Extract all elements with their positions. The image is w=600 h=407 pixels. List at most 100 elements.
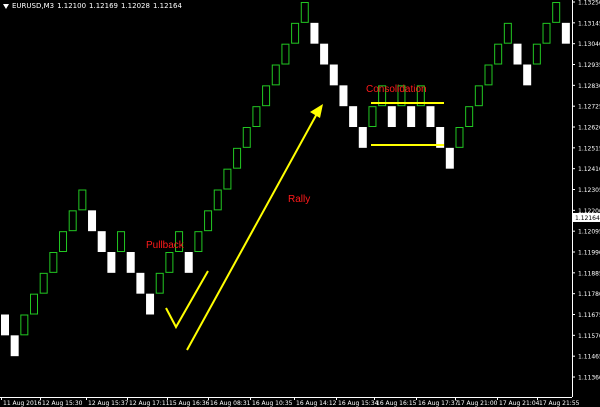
- bear-brick: [88, 210, 97, 232]
- bear-brick: [329, 64, 338, 86]
- x-tick-label: 16 Aug 16:15: [376, 400, 417, 407]
- bear-brick: [339, 85, 348, 107]
- consolidation-label: Consolidation: [366, 84, 427, 95]
- bear-brick: [10, 335, 19, 357]
- pullback-arrow-line: [165, 270, 209, 330]
- current-price-label: 1.12164: [575, 215, 600, 222]
- y-tick-label: 1.12515: [578, 145, 600, 152]
- bull-brick: [281, 43, 290, 65]
- bull-brick: [194, 231, 203, 253]
- bear-brick: [561, 22, 570, 44]
- bear-brick: [126, 252, 135, 273]
- annotation-layer: Pullback Rally Consolidation: [146, 84, 444, 351]
- y-tick-label: 1.13145: [578, 20, 600, 27]
- bull-brick: [39, 272, 48, 294]
- x-tick-label: 16 Aug 17:37: [418, 400, 459, 407]
- bull-brick: [59, 231, 68, 253]
- x-tick-label: 12 Aug 15:37: [88, 400, 129, 407]
- x-tick-label: 12 Aug 15:30: [42, 400, 83, 407]
- bull-brick: [368, 106, 377, 128]
- bull-brick: [165, 252, 174, 273]
- y-tick-label: 1.12305: [578, 187, 600, 194]
- bear-brick: [184, 252, 193, 273]
- bull-brick: [378, 85, 387, 107]
- bear-brick: [523, 64, 532, 86]
- ohlc-close: 1.12164: [152, 2, 182, 10]
- x-tick-label: 12 Aug 17:11: [129, 400, 170, 407]
- bear-brick: [387, 106, 396, 128]
- rally-arrow-line: [186, 109, 320, 351]
- rally-arrowhead-icon: [310, 104, 323, 118]
- bull-brick: [474, 85, 483, 107]
- ohlc-low: 1.12028: [121, 2, 150, 10]
- bear-brick: [1, 314, 9, 336]
- bull-brick: [552, 2, 561, 23]
- current-price-marker: [573, 212, 600, 222]
- bull-brick: [252, 106, 261, 128]
- brick-layer: [1, 2, 570, 357]
- bear-brick: [513, 43, 522, 65]
- bull-brick: [155, 272, 164, 294]
- bull-brick: [416, 85, 425, 107]
- bull-brick: [20, 314, 29, 336]
- x-tick-label: 15 Aug 16:36: [169, 400, 210, 407]
- y-tick-label: 1.12200: [578, 208, 600, 215]
- bear-brick: [358, 127, 367, 148]
- bull-brick: [455, 127, 464, 148]
- bull-brick: [175, 231, 184, 253]
- bear-brick: [107, 252, 116, 273]
- bull-brick: [49, 252, 58, 273]
- x-tick-label: 16 Aug 14:12: [296, 400, 337, 407]
- ohlc-open: 1.12100: [57, 2, 87, 10]
- dropdown-triangle-icon[interactable]: [3, 3, 9, 9]
- bull-brick: [494, 43, 503, 65]
- bear-brick: [349, 106, 358, 128]
- y-tick-label: 1.12830: [578, 83, 600, 90]
- y-tick-label: 1.11570: [578, 333, 600, 340]
- x-tick-label: 17 Aug 21:00: [457, 400, 498, 407]
- bull-brick: [213, 189, 222, 211]
- bull-brick: [233, 147, 242, 169]
- bull-brick: [542, 22, 551, 44]
- ohlc-high: 1.12169: [89, 2, 118, 10]
- pullback-label: Pullback: [146, 240, 185, 251]
- y-tick-label: 1.11780: [578, 291, 600, 298]
- y-tick-label: 1.12410: [578, 166, 600, 173]
- rally-label: Rally: [288, 194, 310, 205]
- bull-brick: [68, 210, 77, 232]
- bull-brick: [300, 2, 309, 23]
- y-tick-label: 1.13250: [578, 0, 600, 7]
- y-tick-label: 1.11465: [578, 354, 600, 361]
- bull-brick: [117, 231, 126, 253]
- y-tick-label: 1.13040: [578, 41, 600, 48]
- y-tick-label: 1.11885: [578, 270, 600, 277]
- bear-brick: [426, 106, 435, 128]
- bear-brick: [445, 147, 454, 169]
- bull-brick: [223, 168, 232, 190]
- bull-brick: [503, 22, 512, 44]
- chart-header: EURUSD,M3 1.12100 1.12169 1.12028 1.12164: [3, 2, 185, 10]
- x-tick-label: 16 Aug 15:34: [338, 400, 379, 407]
- bull-brick: [30, 293, 39, 315]
- y-tick-label: 1.11990: [578, 250, 600, 257]
- bull-brick: [204, 210, 213, 232]
- x-tick-label: 17 Aug 21:04: [499, 400, 540, 407]
- bear-brick: [436, 127, 445, 148]
- x-tick-label: 16 Aug 08:31: [210, 400, 251, 407]
- bull-brick: [262, 85, 271, 107]
- bull-brick: [397, 85, 406, 107]
- bull-brick: [78, 189, 87, 211]
- bull-brick: [242, 127, 251, 148]
- x-tick-label: 17 Aug 21:55: [539, 400, 580, 407]
- bear-brick: [407, 106, 416, 128]
- y-tick-label: 1.12725: [578, 104, 600, 111]
- bear-brick: [146, 293, 155, 315]
- x-tick-label: 11 Aug 2016: [3, 400, 42, 407]
- symbol-label: EURUSD,M3: [12, 2, 55, 10]
- y-tick-label: 1.11360: [578, 375, 600, 382]
- y-tick-label: 1.11675: [578, 312, 600, 319]
- bull-brick: [271, 64, 280, 86]
- x-tick-label: 16 Aug 10:35: [252, 400, 293, 407]
